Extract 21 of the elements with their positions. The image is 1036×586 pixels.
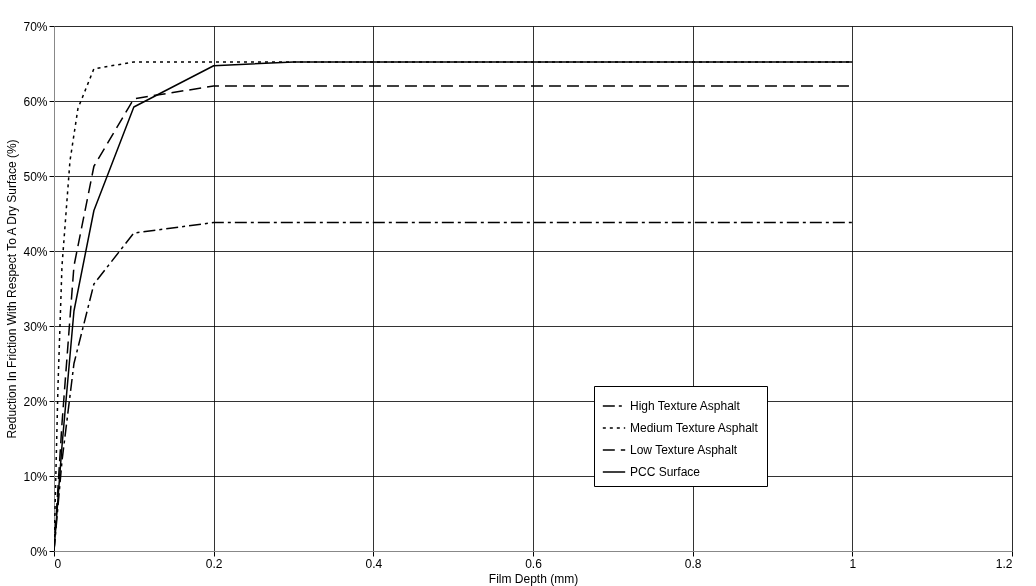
legend-label: PCC Surface xyxy=(630,465,701,479)
y-tick-label: 60% xyxy=(23,94,48,109)
x-tick-label: 0.6 xyxy=(525,556,543,571)
x-tick-label: 0 xyxy=(54,556,62,571)
x-tick-label: 1 xyxy=(849,556,857,571)
x-tick-label: 0.4 xyxy=(365,556,383,571)
legend-label: Low Texture Asphalt xyxy=(630,443,738,457)
y-tick-label: 0% xyxy=(30,544,48,559)
legend-label: High Texture Asphalt xyxy=(630,399,741,413)
y-axis-title: Reduction In Friction With Respect To A Dry Surface (%) xyxy=(5,139,20,439)
x-axis-title: Film Depth (mm) xyxy=(488,571,579,586)
legend-label: Medium Texture Asphalt xyxy=(630,421,759,435)
y-tick-label: 10% xyxy=(23,469,48,484)
x-tick-label: 0.8 xyxy=(684,556,702,571)
y-tick-label: 70% xyxy=(23,19,48,34)
y-tick-label: 50% xyxy=(23,169,48,184)
y-tick-label: 20% xyxy=(23,394,48,409)
y-tick-label: 40% xyxy=(23,244,48,259)
y-tick-label: 30% xyxy=(23,319,48,334)
x-tick-label: 0.2 xyxy=(205,556,223,571)
x-tick-label: 1.2 xyxy=(995,556,1013,571)
